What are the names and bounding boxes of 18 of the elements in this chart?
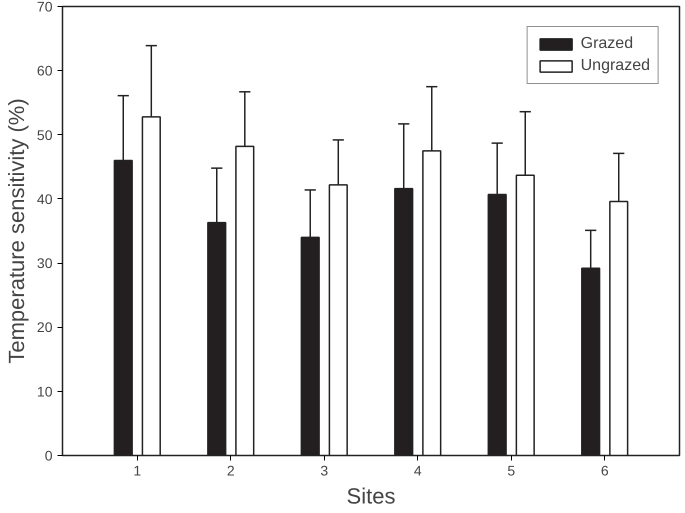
y-axis-title: Temperature sensitivity (%) [4,98,29,364]
x-tick-label: 3 [320,462,328,478]
x-tick-label: 5 [507,462,516,478]
y-tick-label: 10 [36,383,53,400]
legend-label: Ungrazed [580,57,650,75]
x-axis-title: Sites [346,484,396,508]
x-tick-label: 2 [226,462,235,478]
y-tick-label: 50 [36,126,53,143]
x-tick-label: 6 [600,462,609,478]
y-tick-label: 20 [36,319,53,336]
y-tick-label: 30 [36,255,53,272]
y-tick-label: 40 [36,190,53,207]
x-tick-label: 1 [133,462,142,478]
x-tick-label: 4 [414,462,422,478]
y-tick-label: 60 [36,62,53,79]
y-tick-label: 0 [44,448,53,464]
legend-label: Grazed [580,35,634,53]
y-tick-label: 70 [36,0,53,14]
